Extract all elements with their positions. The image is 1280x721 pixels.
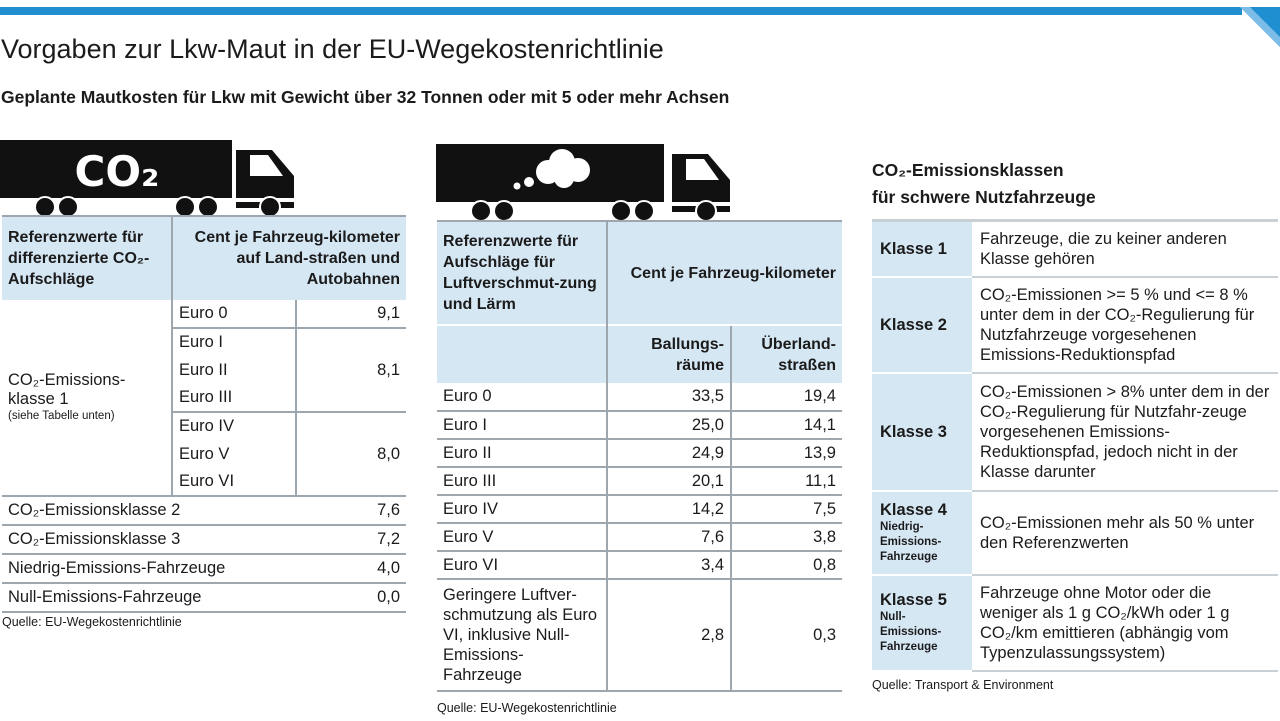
table2-row-value1: 2,8 xyxy=(606,579,731,691)
table2-row-value1: 14,2 xyxy=(606,495,731,523)
class-name: Klasse 5 Null-Emissions-Fahrzeuge xyxy=(872,574,972,671)
co2-surcharge-table: Referenzwerte für differenzierte CO₂-Auf… xyxy=(2,215,407,613)
table2-row-label: Euro III xyxy=(443,471,497,490)
table2-row-value1: 7,6 xyxy=(606,523,731,551)
table1-row-value: 4,0 xyxy=(377,559,401,577)
table2-row-value2: 3,8 xyxy=(730,523,842,551)
table1-value-2: 8,0 xyxy=(294,412,407,496)
table2-row-value2: 0,8 xyxy=(730,551,842,579)
table2-header-left: Referenzwerte für Aufschläge für Luftver… xyxy=(437,221,607,325)
pollution-surcharge-table: Referenzwerte für Aufschläge für Luftver… xyxy=(437,220,842,692)
table2-row-label: Euro I xyxy=(443,415,488,434)
co2-truck-icon: CO₂ xyxy=(0,140,294,218)
table1-value-1: 8,1 xyxy=(294,328,407,413)
table1-euro-2: Euro II xyxy=(171,356,296,384)
classes-title-line1: CO₂-Emissionsklassen xyxy=(872,160,1064,180)
table2-row-value2: 19,4 xyxy=(730,383,842,411)
table1-header-right: Cent je Fahrzeug-kilometer auf Land-stra… xyxy=(170,216,407,300)
corner-fold-icon xyxy=(1240,7,1280,47)
pollution-truck-icon xyxy=(436,144,730,222)
class-subname: Niedrig-Emissions-Fahrzeuge xyxy=(880,521,942,563)
table1-euro-3: Euro III xyxy=(171,384,296,412)
table1-euro-1: Euro I xyxy=(171,328,296,356)
table2-col-ballungsraeume: Ballungs-räume xyxy=(606,324,731,383)
table2-row-value1: 24,9 xyxy=(606,439,731,467)
table1-header-left: Referenzwerte für differenzierte CO₂-Auf… xyxy=(2,216,172,300)
table3-source: Quelle: Transport & Environment xyxy=(872,678,1054,692)
class-description: CO₂-Emissionen > 8% unter dem in der CO₂… xyxy=(972,372,1278,492)
class-description: CO₂-Emissionen mehr als 50 % unter den R… xyxy=(972,490,1278,576)
table2-row-label: Euro IV xyxy=(443,499,499,518)
table1-row-value: 7,2 xyxy=(377,530,401,548)
table1-row-label: CO₂-Emissionsklasse 3 xyxy=(8,530,181,548)
classes-title-line2: für schwere Nutzfahrzeuge xyxy=(872,187,1096,207)
page-title: Vorgaben zur Lkw-Maut in der EU-Wegekost… xyxy=(1,34,664,64)
table1-group-cell: CO₂-Emissions-klasse 1 (siehe Tabelle un… xyxy=(2,300,172,497)
table2-row-label: Euro II xyxy=(443,443,492,462)
table1-row-value: 0,0 xyxy=(377,588,401,606)
page-subtitle: Geplante Mautkosten für Lkw mit Gewicht … xyxy=(1,87,730,107)
table1-row-label: Niedrig-Emissions-Fahrzeuge xyxy=(8,559,226,577)
table1-group-label: CO₂-Emissions-klasse 1 xyxy=(8,371,126,408)
table2-row-label: Geringere Luftver-schmutzung als Euro VI… xyxy=(443,586,598,684)
class-description: CO₂-Emissionen >= 5 % und <= 8 % unter d… xyxy=(972,276,1278,374)
table1-euro-6: Euro VI xyxy=(171,468,296,496)
class-description: Fahrzeuge ohne Motor oder die weniger al… xyxy=(972,574,1278,672)
class-name: Klasse 2 xyxy=(872,276,972,373)
table2-row-value1: 33,5 xyxy=(606,383,731,411)
table1-row-label: Null-Emissions-Fahrzeuge xyxy=(8,588,202,606)
class-description: Fahrzeuge, die zu keiner anderen Klasse … xyxy=(972,220,1278,278)
table2-row-value2: 14,1 xyxy=(730,411,842,439)
table2-source: Quelle: EU-Wegekostenrichtlinie xyxy=(437,701,617,715)
table2-row-label: Euro 0 xyxy=(443,387,492,405)
classes-title: CO₂-Emissionsklassen für schwere Nutzfah… xyxy=(872,157,1096,211)
truck-label: CO₂ xyxy=(75,147,160,196)
table2-header-right: Cent je Fahrzeug-kilometer xyxy=(606,221,842,325)
class-name: Klasse 3 xyxy=(872,372,972,491)
table2-row-value2: 0,3 xyxy=(730,579,842,691)
class-name: Klasse 4 Niedrig-Emissions-Fahrzeuge xyxy=(872,490,972,575)
table2-subheader-empty xyxy=(437,324,607,383)
table1-euro-5: Euro V xyxy=(171,440,296,468)
table2-row-value1: 20,1 xyxy=(606,467,731,495)
table2-row-value1: 25,0 xyxy=(606,411,731,439)
class-subname: Null-Emissions-Fahrzeuge xyxy=(880,611,942,653)
table2-row-value2: 13,9 xyxy=(730,439,842,467)
table2-col-ueberlandstrassen: Überland-straßen xyxy=(730,324,842,383)
emission-classes-table: Klasse 1 Fahrzeuge, die zu keiner andere… xyxy=(872,219,1278,672)
table1-source: Quelle: EU-Wegekostenrichtlinie xyxy=(2,615,182,629)
table2-row-value2: 11,1 xyxy=(730,467,842,495)
table1-value-0: 9,1 xyxy=(294,300,407,328)
table1-euro-4: Euro IV xyxy=(171,412,296,440)
table2-row-value2: 7,5 xyxy=(730,495,842,523)
table1-group-note: (siehe Tabelle unten) xyxy=(8,410,115,422)
class-name: Klasse 1 xyxy=(872,220,972,277)
table1-row-label: CO₂-Emissionsklasse 2 xyxy=(8,501,181,519)
table2-row-value1: 3,4 xyxy=(606,551,731,579)
table1-euro-0: Euro 0 xyxy=(171,300,296,328)
table2-row-label: Euro VI xyxy=(443,555,499,574)
table1-row-value: 7,6 xyxy=(377,501,401,519)
accent-bar xyxy=(0,7,1242,15)
table2-row-label: Euro V xyxy=(443,527,494,546)
